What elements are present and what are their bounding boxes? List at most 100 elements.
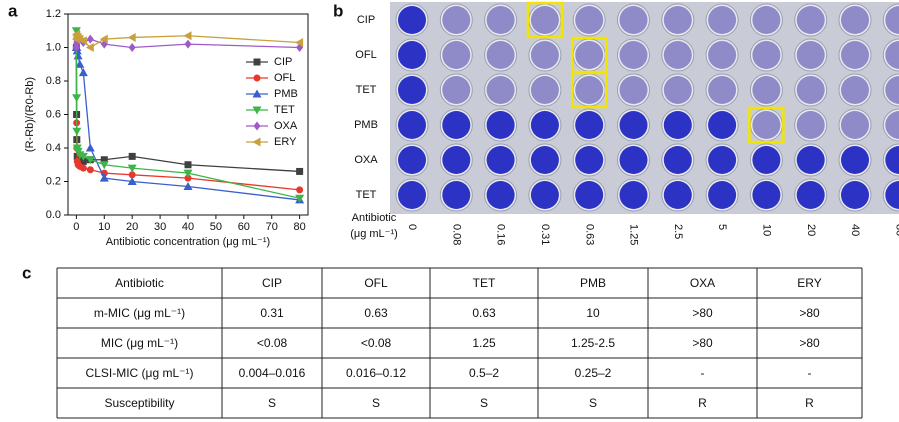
well-content [398,6,426,34]
x-tick-label: 0 [73,221,79,233]
table-cell: 0.63 [472,306,496,320]
data-point [184,39,192,49]
legend-label: OXA [274,120,298,132]
table-cell: - [808,366,812,380]
well-content [885,6,899,34]
well-content [619,6,648,34]
mic-highlight [570,71,608,109]
well-content [663,41,692,69]
data-point [79,157,87,165]
well-content [619,181,648,209]
column-label: 10 [760,224,772,236]
well-content [841,6,869,34]
well-content [841,76,869,104]
well-content [530,6,559,34]
well-content [619,146,648,174]
well-content [575,76,604,104]
well-content [752,6,781,34]
data-point [183,182,193,191]
well-content [619,111,648,139]
data-point [295,194,305,203]
x-tick-label: 20 [126,221,138,233]
well-content [530,181,559,209]
y-tick-label: 0.2 [46,175,61,187]
well-content [398,111,426,139]
well-content [663,146,692,174]
data-point [127,32,136,42]
column-label: 40 [849,224,861,236]
table-cell: <0.08 [257,336,288,350]
table-cell: S [589,396,597,410]
well-content [575,6,604,34]
table-header: PMB [580,276,606,290]
table-cell: R [805,396,814,410]
table-cell: - [701,366,705,380]
well-content [752,76,781,104]
well-content [486,146,515,174]
well-content [752,146,781,174]
x-tick-label: 80 [294,221,306,233]
well-content [885,76,899,104]
table-header: OFL [364,276,388,290]
y-tick-label: 0.6 [46,108,61,120]
data-point [128,171,136,179]
y-tick-label: 0.4 [46,142,61,154]
well-content [885,41,899,69]
series-line [75,47,300,191]
x-tick-label: 30 [154,221,166,233]
data-point [99,173,109,182]
row-label: OFL [355,49,376,61]
data-point [296,186,304,194]
well-content [530,111,559,139]
table-cell: 1.25 [472,336,496,350]
well-content [885,146,899,174]
table-cell: MIC (μg mL⁻¹) [101,336,178,350]
mic-highlight [748,106,785,144]
data-point [253,74,261,82]
table-header: ERY [797,276,821,290]
y-tick-label: 0.8 [46,75,61,87]
data-point [183,31,192,41]
well-content [486,6,515,34]
data-point [78,36,87,46]
well-content [575,181,604,209]
well-content [442,146,471,174]
data-point [295,37,304,47]
well-content [841,181,869,209]
data-point [252,89,262,98]
well-content [841,41,869,69]
x-tick-label: 40 [182,221,194,233]
well-content [752,111,781,139]
well-content [708,181,737,209]
column-label: 1.25 [628,224,640,245]
well-content [708,146,737,174]
column-label: 0.63 [583,224,595,245]
data-point [75,59,85,68]
row-label: TET [356,189,377,201]
well-content [841,146,869,174]
legend-label: OFL [274,72,295,84]
y-tick-label: 1.2 [46,8,61,20]
well-content [663,76,692,104]
data-point [296,167,304,175]
table-cell: Susceptibility [104,396,174,410]
x-tick-label: 60 [238,221,250,233]
data-point [128,43,136,52]
data-point [85,143,95,152]
y-tick-label: 0.0 [46,209,61,221]
y-axis-label: (R-Rb)/(R0-Rb) [24,77,36,152]
data-point [99,161,109,170]
well-content [663,6,692,34]
well-content [442,41,471,69]
table-header: OXA [690,276,715,290]
well-content [708,6,737,34]
well-content [752,181,781,209]
well-content [530,41,559,69]
well-content [708,76,737,104]
table-cell: CLSI-MIC (μg mL⁻¹) [86,366,194,380]
table-cell: >80 [692,306,713,320]
data-point [86,34,94,44]
table-cell: 0.016–0.12 [346,366,406,380]
table-cell: S [480,396,488,410]
